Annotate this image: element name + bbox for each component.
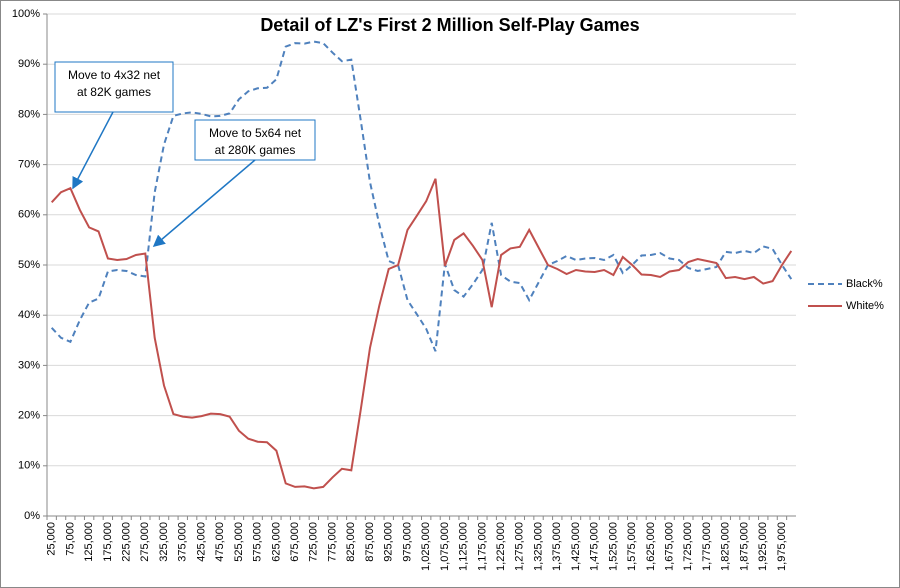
x-tick-label: 1,275,000 [514,522,526,571]
x-tick-label: 625,000 [270,522,282,562]
x-tick-label: 1,975,000 [776,522,788,571]
y-tick-label: 100% [12,8,40,20]
x-tick-label: 825,000 [345,522,357,562]
annotation-text: at 82K games [77,85,151,99]
x-tick-label: 675,000 [289,522,301,562]
x-tick-label: 1,225,000 [495,522,507,571]
legend-label: White% [846,300,884,312]
x-tick-label: 475,000 [214,522,226,562]
x-tick-label: 1,525,000 [607,522,619,571]
x-tick-label: 375,000 [177,522,189,562]
x-tick-label: 125,000 [83,522,95,562]
annotation-arrow [152,159,256,247]
annotation-text: Move to 4x32 net [68,68,161,82]
legend-label: Black% [846,278,883,290]
x-tick-label: 275,000 [139,522,151,562]
x-tick-label: 925,000 [383,522,395,562]
annotation-box [54,61,174,113]
x-tick-label: 1,425,000 [570,522,582,571]
y-tick-label: 70% [18,159,40,171]
x-tick-label: 225,000 [120,522,132,562]
x-tick-label: 75,000 [64,522,76,556]
x-tick-label: 1,625,000 [645,522,657,571]
x-tick-label: 1,025,000 [420,522,432,571]
x-tick-label: 575,000 [252,522,264,562]
x-tick-label: 1,875,000 [738,522,750,571]
x-tick-label: 725,000 [308,522,320,562]
x-tick-label: 1,725,000 [682,522,694,571]
y-tick-label: 50% [18,259,40,271]
annotation-text: at 280K games [215,143,296,157]
y-tick-label: 10% [18,460,40,472]
x-tick-label: 875,000 [364,522,376,562]
y-tick-label: 0% [24,510,40,522]
x-tick-label: 25,000 [46,522,58,556]
x-tick-label: 975,000 [401,522,413,562]
x-tick-label: 425,000 [195,522,207,562]
y-tick-label: 30% [18,359,40,371]
x-tick-label: 1,375,000 [551,522,563,571]
x-tick-label: 325,000 [158,522,170,562]
y-tick-label: 20% [18,410,40,422]
x-tick-label: 1,775,000 [701,522,713,571]
x-tick-label: 1,575,000 [626,522,638,571]
x-tick-label: 1,175,000 [476,522,488,571]
chart-title: Detail of LZ's First 2 Million Self-Play… [260,15,639,35]
x-tick-label: 1,675,000 [664,522,676,571]
annotation-box [194,119,316,161]
y-tick-label: 40% [18,309,40,321]
annotation-arrow [72,111,114,190]
x-tick-label: 1,075,000 [439,522,451,571]
x-tick-label: 775,000 [326,522,338,562]
annotation-text: Move to 5x64 net [209,126,302,140]
x-tick-label: 1,925,000 [757,522,769,571]
y-tick-label: 60% [18,209,40,221]
y-tick-label: 80% [18,108,40,120]
series-line [50,178,793,490]
x-tick-label: 1,125,000 [458,522,470,571]
x-tick-label: 1,325,000 [532,522,544,571]
x-tick-label: 525,000 [233,522,245,562]
x-tick-label: 1,825,000 [720,522,732,571]
x-tick-label: 1,475,000 [589,522,601,571]
x-tick-label: 175,000 [102,522,114,562]
y-tick-label: 90% [18,58,40,70]
series-line [50,40,793,352]
